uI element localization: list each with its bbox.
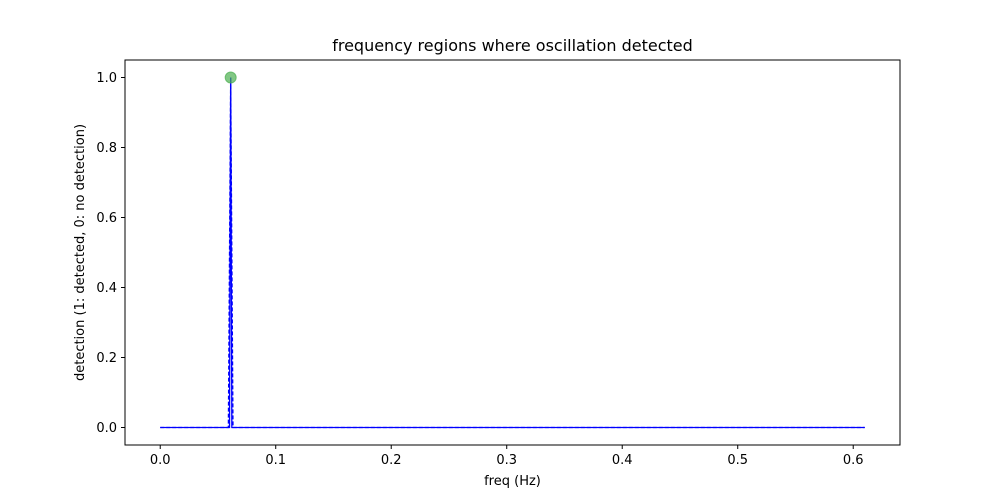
x-tick-label: 0.3 — [496, 453, 517, 468]
plot-frame — [124, 59, 901, 446]
y-tick-label: 0.0 — [96, 421, 117, 436]
x-axis-ticks: 0.0 0.1 0.2 0.3 0.4 0.5 0.6 — [150, 445, 864, 468]
y-tick-label: 0.6 — [96, 211, 117, 226]
x-axis-label: freq (Hz) — [484, 474, 541, 489]
x-tick-label: 0.2 — [381, 453, 402, 468]
series-line-1 — [160, 77, 865, 429]
marker-layer — [224, 71, 237, 84]
x-tick-label: 0.4 — [612, 453, 633, 468]
x-tick-label: 0.6 — [843, 453, 864, 468]
y-tick-label: 1.0 — [96, 71, 117, 86]
y-tick-label: 0.4 — [96, 281, 117, 296]
plot-area — [124, 59, 901, 446]
y-axis-ticks: 0.0 0.2 0.4 0.6 0.8 1.0 — [96, 71, 125, 436]
chart-title: frequency regions where oscillation dete… — [332, 36, 693, 55]
y-tick-label: 0.2 — [96, 351, 117, 366]
x-tick-label: 0.1 — [265, 453, 286, 468]
x-tick-label: 0.5 — [727, 453, 748, 468]
y-tick-label: 0.8 — [96, 141, 117, 156]
detection-marker — [224, 71, 237, 84]
x-tick-label: 0.0 — [150, 453, 171, 468]
y-axis-label: detection (1: detected, 0: no detection) — [73, 124, 88, 381]
series-line-0 — [160, 77, 865, 429]
series-layer — [160, 77, 865, 429]
